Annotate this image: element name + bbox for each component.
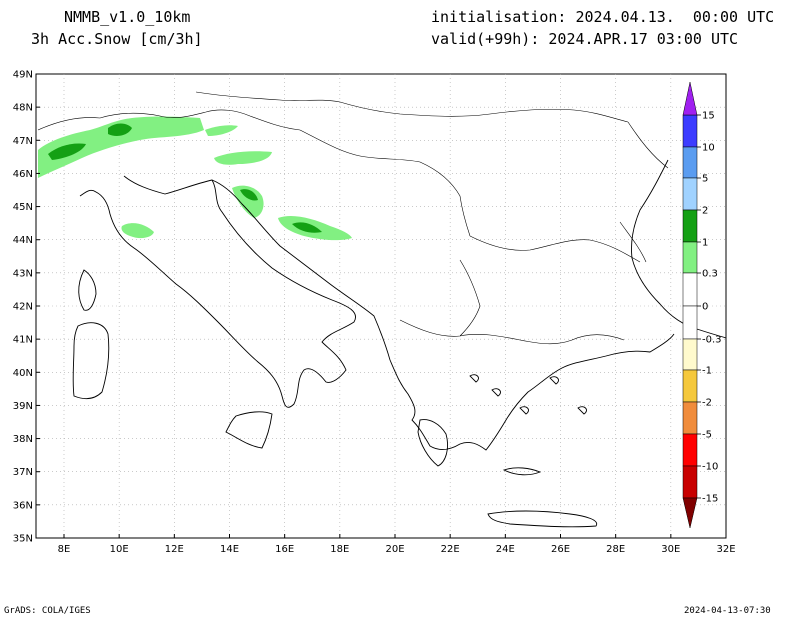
lat-axis: 49N 48N 47N 46N 45N 44N 43N 42N 41N 40N 39N 38N 37N 3… [13, 70, 40, 545]
colorbar-label: 0.3 [702, 269, 718, 280]
colorbar-label: 2 [702, 206, 708, 217]
border-alps [37, 109, 301, 131]
colorbar-swatch [682, 272, 698, 307]
snow-alps-dark-2 [108, 123, 132, 136]
sicily-coast [225, 411, 273, 449]
colorbar-label: -5 [702, 430, 712, 441]
colorbar-label: -1 [702, 366, 712, 377]
border-balkans [399, 235, 641, 345]
lat-label: 35N [13, 534, 33, 545]
footer-timestamp: 2024-04-13-07:30 [684, 606, 771, 616]
snow-apennine-light [121, 223, 154, 239]
snow-alps-light [38, 116, 204, 178]
colorbar-label: 1 [702, 238, 708, 249]
colorbar-label: 5 [702, 174, 708, 185]
lon-label: 16E [275, 544, 294, 555]
lon-label: 20E [385, 544, 404, 555]
snow-slovenia-light [214, 151, 272, 165]
colorbar-label: 10 [702, 143, 715, 154]
lon-label: 22E [441, 544, 460, 555]
lon-axis: 8E 10E 12E 14E 16E 18E 20E 22E 24E 26E 28E 30E 32E [58, 534, 736, 555]
valid-time: valid(+99h): 2024.APR.17 03:00 UTC [431, 30, 739, 48]
snow-alps-light-2 [205, 125, 238, 136]
colorbar-label: 0 [702, 302, 708, 313]
colorbar-label: -2 [702, 398, 712, 409]
snow-dinaric-dark [292, 222, 322, 233]
colorbar-swatch [682, 241, 698, 274]
lon-label: 24E [496, 544, 515, 555]
adriatic-east-coast [211, 179, 675, 451]
lon-label: 32E [716, 544, 735, 555]
lon-label: 30E [661, 544, 680, 555]
lat-label: 41N [13, 335, 33, 346]
lat-label: 48N [13, 103, 33, 114]
border-east [619, 121, 669, 263]
snow-croatia-dark [240, 189, 258, 201]
border-central [195, 91, 629, 123]
peloponnese-coast [417, 419, 449, 467]
lon-label: 8E [58, 544, 71, 555]
snow-fields [38, 116, 352, 241]
italy-coast [79, 175, 356, 408]
init-time: initialisation: 2024.04.13. 00:00 UTC [431, 8, 775, 26]
lat-label: 49N [13, 70, 33, 81]
lat-label: 39N [13, 401, 33, 412]
lat-label: 37N [13, 467, 33, 478]
crete-coast [487, 510, 598, 528]
black-sea-coast [631, 159, 727, 339]
colorbar-swatch [682, 305, 698, 340]
footer-grads: GrADS: COLA/IGES [4, 606, 91, 616]
corsica-coast [78, 269, 97, 311]
lat-label: 45N [13, 202, 33, 213]
borders [37, 91, 669, 345]
sardinia-coast [72, 322, 110, 400]
lon-label: 28E [606, 544, 625, 555]
colorbar-bottom-arrow [682, 497, 698, 529]
colorbar-swatch [682, 177, 698, 211]
lon-label: 12E [165, 544, 184, 555]
colorbar-label: -15 [702, 494, 718, 505]
colorbar-label: -0.3 [702, 335, 722, 346]
graticule [36, 74, 726, 538]
colorbar-swatch [682, 114, 698, 148]
lon-label: 14E [220, 544, 239, 555]
lat-label: 40N [13, 368, 33, 379]
lon-label: 10E [110, 544, 129, 555]
aegean-islands [469, 374, 587, 476]
snow-croatia-light [232, 185, 264, 218]
colorbar-swatch [682, 369, 698, 403]
lat-label: 36N [13, 500, 33, 511]
lat-label: 44N [13, 235, 33, 246]
colorbar-swatch [682, 433, 698, 467]
lat-label: 47N [13, 136, 33, 147]
colorbar-label: 15 [702, 111, 715, 122]
colorbar-swatch [682, 338, 698, 371]
snow-alps-dark-1 [48, 143, 86, 160]
lat-label: 42N [13, 302, 33, 313]
lon-label: 26E [551, 544, 570, 555]
model-name: NMMB_v1.0_10km [64, 8, 191, 26]
border-hungary [299, 129, 471, 237]
lat-label: 43N [13, 268, 33, 279]
colorbar: 15 10 5 2 1 0.3 0 -0.3 -1 -2 -5 -10 -15 [682, 81, 722, 529]
colorbar-swatch [682, 146, 698, 179]
lon-label: 18E [330, 544, 349, 555]
colorbar-top-arrow [682, 81, 698, 116]
colorbar-swatch [682, 401, 698, 435]
coastlines [72, 159, 727, 528]
field-name: 3h Acc.Snow [cm/3h] [31, 30, 203, 48]
colorbar-swatch [682, 209, 698, 243]
lat-label: 38N [13, 434, 33, 445]
colorbar-swatch [682, 465, 698, 499]
lat-label: 46N [13, 169, 33, 180]
colorbar-label: -10 [702, 462, 718, 473]
